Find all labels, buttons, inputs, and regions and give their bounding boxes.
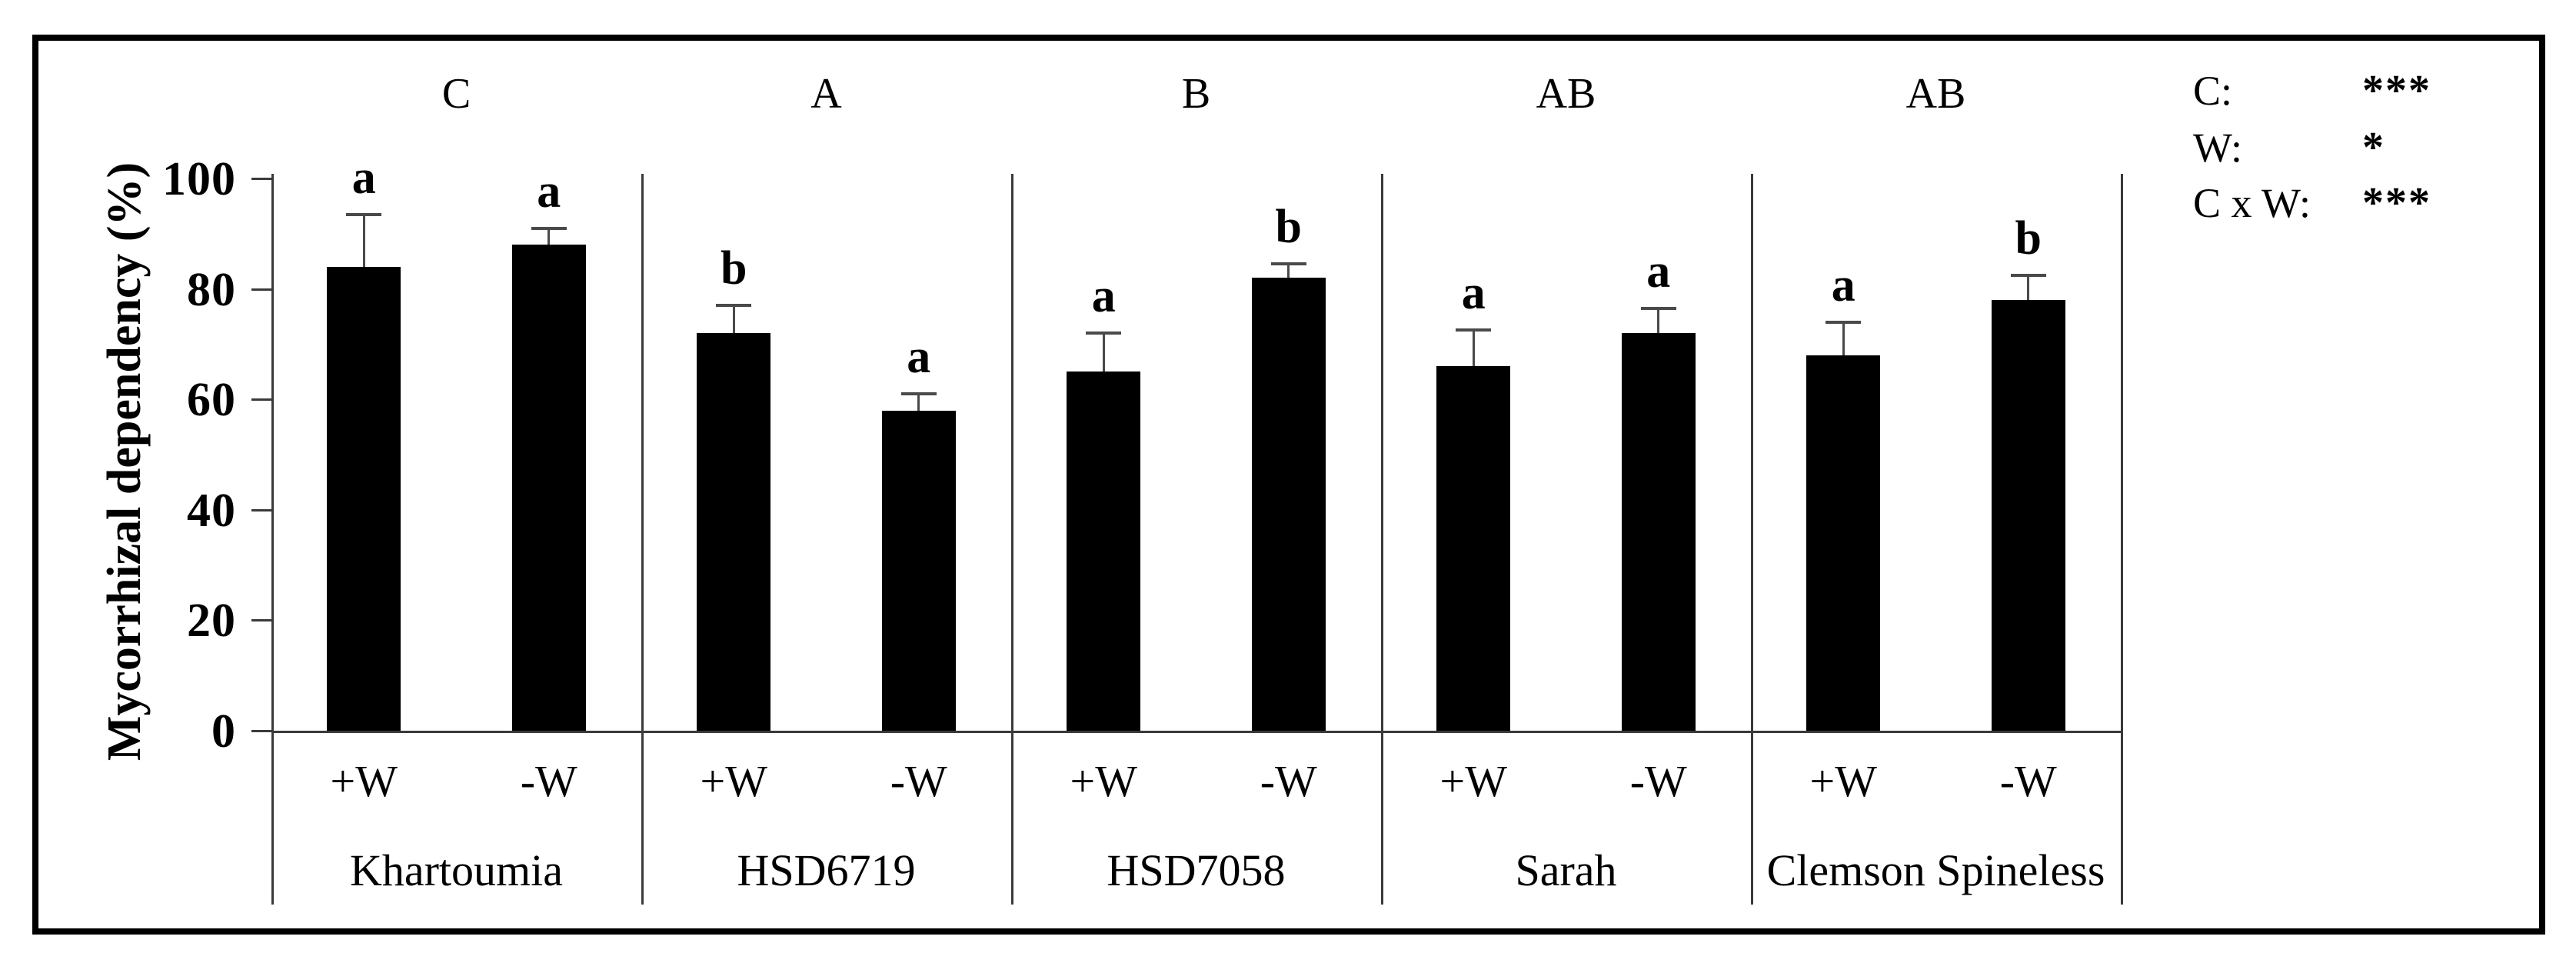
y-axis-tick-label: 0: [211, 705, 236, 758]
y-axis-tick: [251, 508, 271, 511]
y-axis-tick-label: 80: [187, 263, 236, 316]
treatment-label: +W: [1070, 756, 1137, 806]
bar-Khartoumia-+W: [327, 266, 401, 731]
treatment-label: +W: [1439, 756, 1507, 806]
bar-Sarah-+W: [1436, 366, 1511, 731]
error-bar-line: [1657, 308, 1660, 342]
cultivar-label: HSD7058: [1107, 845, 1286, 895]
y-axis-tick: [251, 730, 271, 732]
treatment-label: -W: [1999, 756, 2057, 806]
y-axis-tick: [251, 178, 271, 180]
y-axis-tick: [251, 288, 271, 291]
bar-significance-letter: a: [1461, 267, 1486, 320]
bar-significance-letter: b: [1275, 201, 1302, 254]
bar-significance-letter: a: [1831, 258, 1855, 312]
bar-Clemson Spineless--W: [1991, 299, 2065, 731]
y-axis-tick-label: 60: [187, 374, 236, 427]
group-separator-line: [641, 174, 644, 905]
group-significance-letter: B: [1181, 70, 1211, 118]
error-bar-line: [732, 305, 735, 342]
y-axis-tick-label: 40: [187, 484, 236, 537]
error-bar-line: [1842, 322, 1845, 363]
bar-HSD7058--W: [1251, 278, 1326, 731]
error-bar-cap: [1270, 262, 1306, 266]
error-bar-line: [1102, 333, 1105, 380]
bar-significance-letter: a: [351, 151, 376, 204]
error-bar-line: [1472, 330, 1475, 375]
cultivar-label: Khartoumia: [349, 845, 564, 895]
bar-HSD7058-+W: [1067, 372, 1141, 731]
bar-significance-letter: b: [721, 242, 747, 295]
group-separator-line: [1751, 174, 1753, 905]
bar-significance-letter: a: [1646, 245, 1671, 298]
treatment-label: -W: [890, 756, 947, 806]
bar-significance-letter: b: [2015, 212, 2042, 265]
group-significance-letter: C: [441, 70, 471, 118]
y-axis-tick: [251, 619, 271, 622]
bar-significance-letter: a: [907, 331, 931, 384]
anova-factor-label: C x W:: [2193, 180, 2311, 226]
bar-Sarah--W: [1621, 333, 1696, 731]
error-bar-line: [547, 228, 551, 253]
error-bar-cap: [2010, 273, 2046, 277]
anova-factor-label: C:: [2193, 68, 2233, 114]
treatment-label: -W: [520, 756, 577, 806]
error-bar-cap: [1456, 328, 1492, 332]
treatment-label: +W: [330, 756, 398, 806]
error-bar-cap: [531, 226, 567, 230]
y-axis-tick-label: 100: [162, 153, 236, 205]
error-bar-cap: [1825, 320, 1862, 324]
error-bar-cap: [716, 304, 752, 308]
treatment-label: -W: [1629, 756, 1687, 806]
y-axis-title: Mycorrhizal dependency (%): [98, 162, 151, 761]
treatment-label: +W: [700, 756, 767, 806]
x-axis-line: [271, 731, 2121, 733]
bar-Khartoumia--W: [511, 245, 586, 731]
y-axis-tick: [251, 398, 271, 402]
error-bar-cap: [1640, 306, 1676, 310]
anova-significance-stars: *: [2362, 124, 2385, 172]
group-separator-line: [2121, 174, 2123, 905]
error-bar-line: [1287, 264, 1290, 286]
bar-Clemson Spineless-+W: [1806, 355, 1881, 731]
cultivar-label: HSD6719: [737, 845, 916, 895]
bar-significance-letter: a: [1091, 270, 1116, 323]
bar-HSD6719--W: [881, 410, 956, 731]
group-significance-letter: A: [810, 70, 842, 118]
anova-factor-label: W:: [2193, 125, 2242, 171]
bar-HSD6719-+W: [697, 333, 771, 731]
treatment-label: +W: [1809, 756, 1877, 806]
y-axis-line: [271, 174, 274, 905]
error-bar-cap: [346, 212, 382, 216]
error-bar-cap: [900, 392, 937, 396]
anova-significance-stars: ***: [2362, 179, 2431, 227]
group-separator-line: [1381, 174, 1383, 905]
cultivar-label: Sarah: [1515, 845, 1617, 895]
cultivar-label: Clemson Spineless: [1766, 845, 2105, 895]
figure-border: [32, 35, 2545, 935]
bar-significance-letter: a: [537, 165, 561, 218]
group-separator-line: [1011, 174, 1013, 905]
error-bar-line: [2027, 275, 2030, 308]
error-bar-line: [917, 394, 920, 418]
y-axis-tick-label: 20: [187, 595, 236, 648]
group-significance-letter: AB: [1905, 70, 1966, 118]
group-significance-letter: AB: [1536, 70, 1596, 118]
error-bar-line: [362, 214, 365, 275]
treatment-label: -W: [1260, 756, 1317, 806]
error-bar-cap: [1086, 332, 1122, 335]
anova-significance-stars: ***: [2362, 67, 2431, 115]
